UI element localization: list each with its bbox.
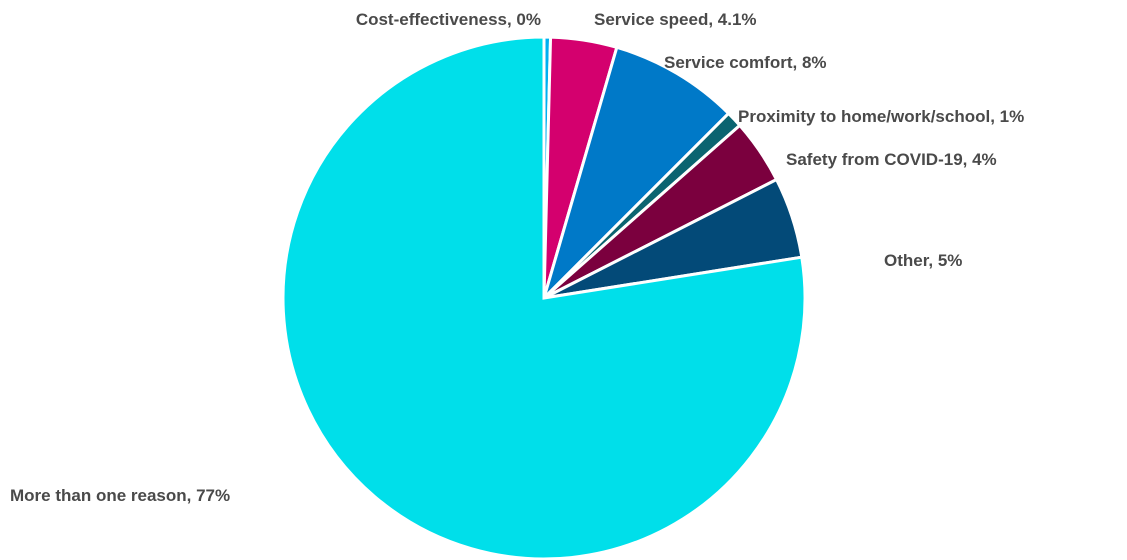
slice-label-1: Cost-effectiveness, 0% bbox=[356, 10, 541, 29]
slice-label-6: Other, 5% bbox=[884, 251, 962, 270]
slice-label-2: Service speed, 4.1% bbox=[594, 10, 757, 29]
pie-slice-7 bbox=[281, 35, 807, 560]
slice-label-4: Proximity to home/work/school, 1% bbox=[738, 107, 1024, 126]
slice-label-3: Service comfort, 8% bbox=[664, 53, 827, 72]
slice-label-7: More than one reason, 77% bbox=[10, 486, 230, 505]
labels-layer: Cost-effectiveness, 0% Service speed, 4.1… bbox=[10, 10, 1024, 505]
slice-label-5: Safety from COVID-19, 4% bbox=[786, 150, 997, 169]
slices-layer bbox=[281, 35, 807, 560]
pie-slice-3 bbox=[542, 45, 731, 300]
